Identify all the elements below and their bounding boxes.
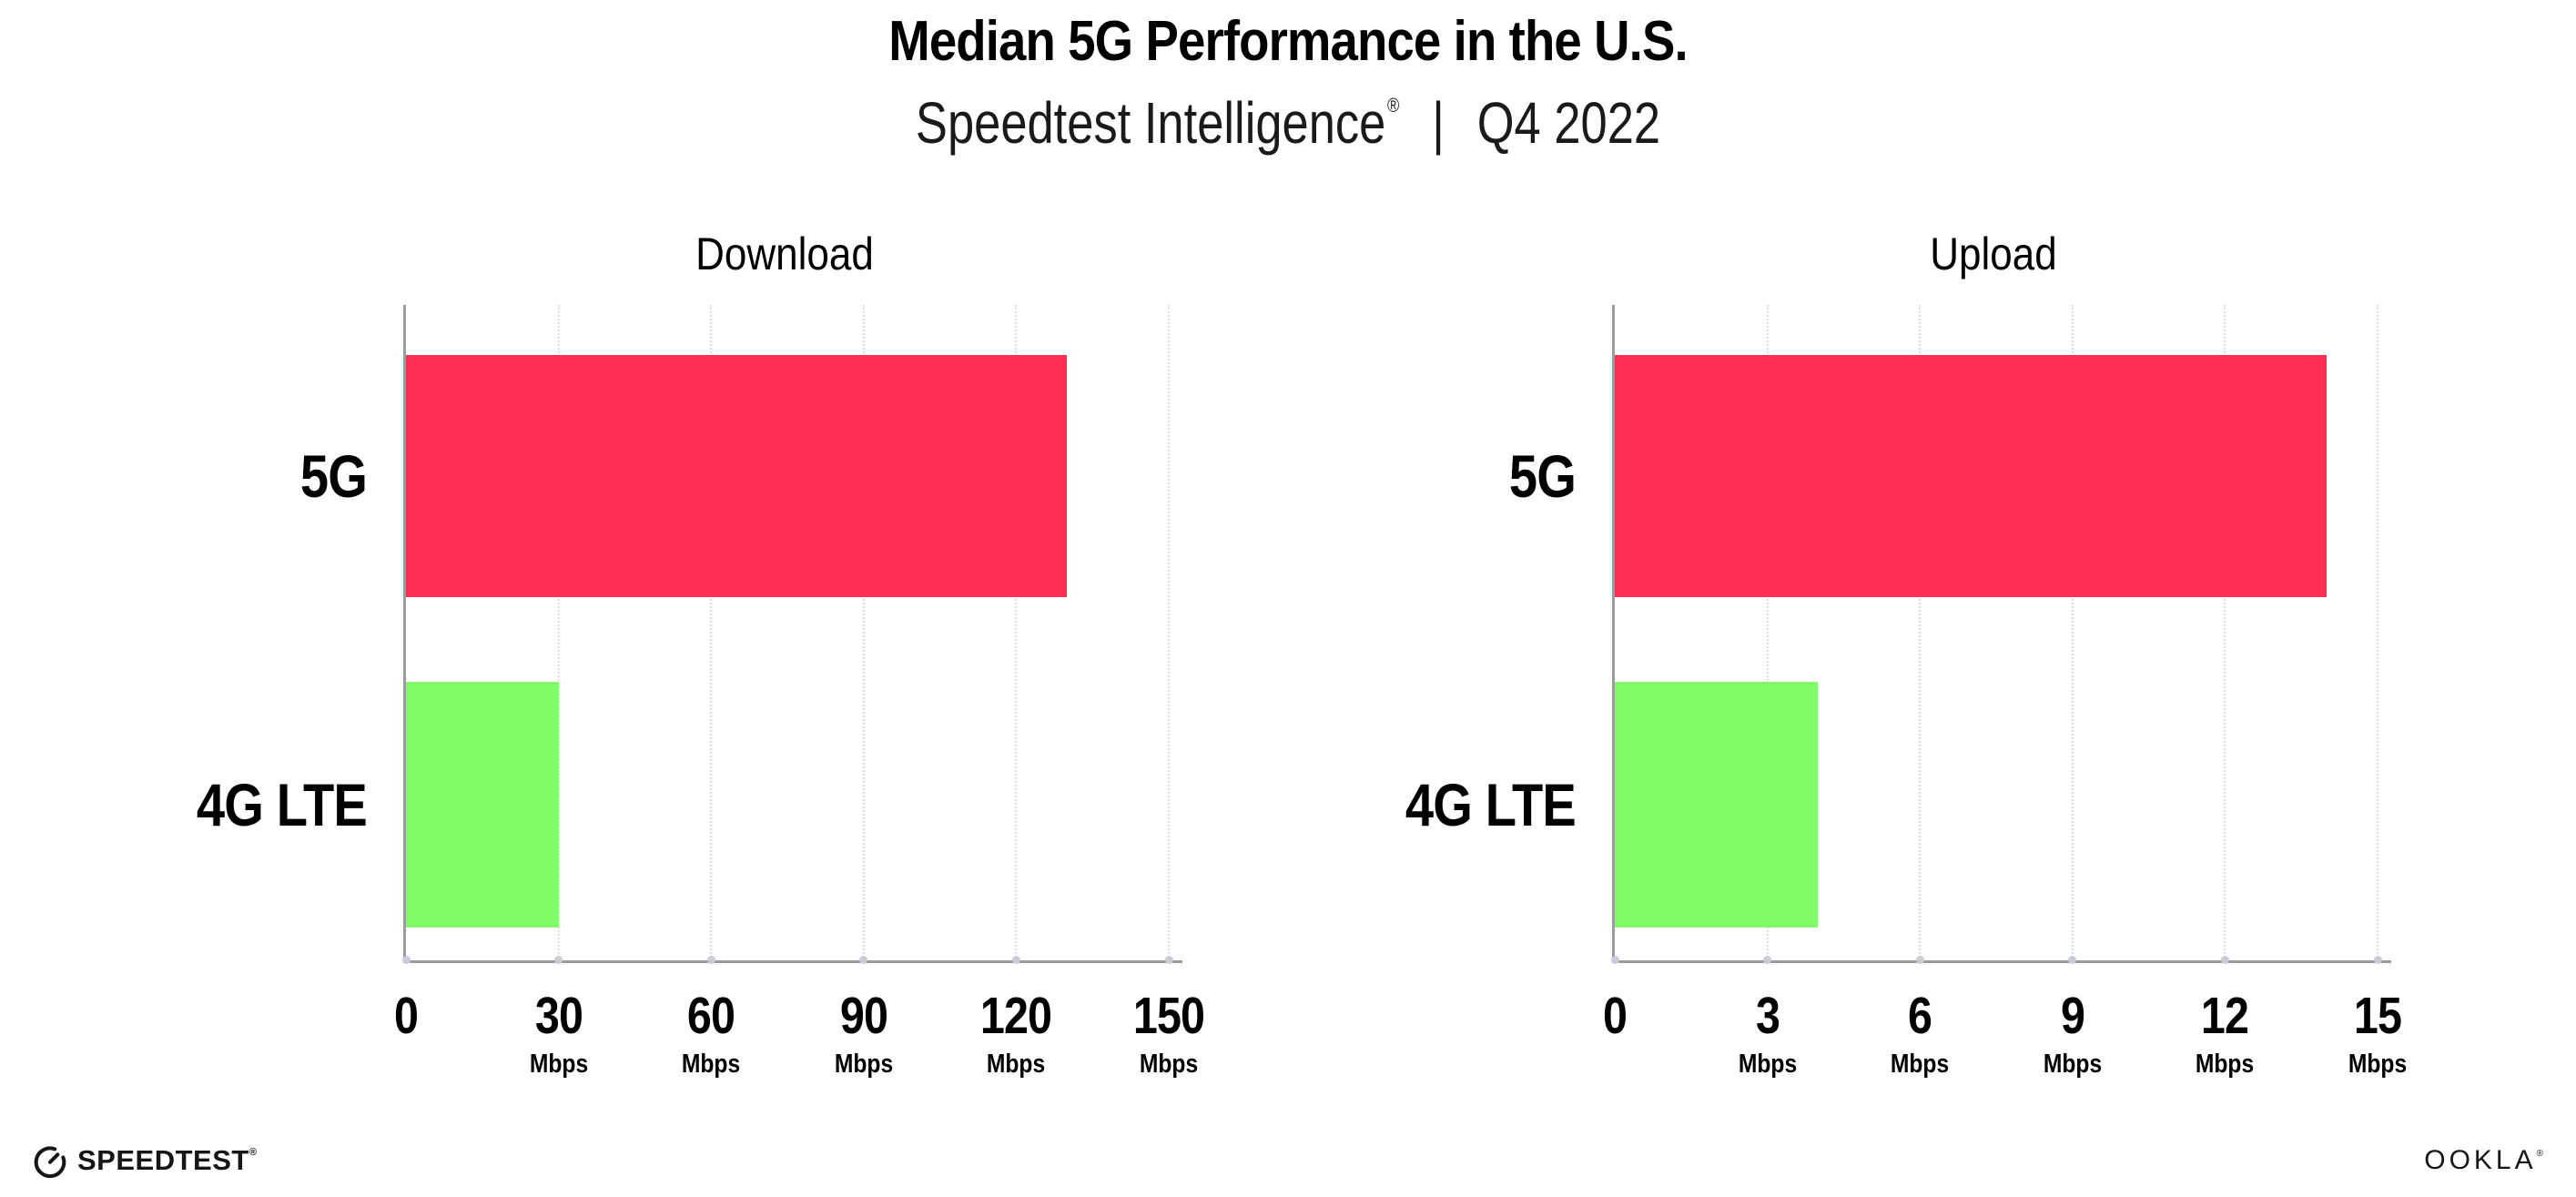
- axis-tick-dot: [2220, 956, 2229, 964]
- axis-tick-dot: [859, 956, 868, 964]
- x-tick-unit-label: Mbps: [1738, 1050, 1797, 1079]
- x-tick-unit-label: Mbps: [987, 1050, 1046, 1079]
- bar-4g-lte-upload: [1615, 682, 1819, 928]
- axis-tick-dot: [2068, 956, 2077, 964]
- x-tick-label-0-download: 0: [393, 987, 419, 1045]
- category-label-4g-lte-download: 4G LTE: [196, 771, 368, 838]
- axis-tick-dot: [554, 956, 563, 964]
- axis-tick-dot: [2373, 956, 2382, 964]
- gridline-3-upload: [1766, 305, 1769, 960]
- gridline-9-upload: [2071, 305, 2074, 960]
- axis-tick-dot: [1915, 956, 1924, 964]
- upload-chart-title: Upload: [1930, 228, 2057, 279]
- registered-trademark-icon: ®: [1386, 94, 1400, 117]
- x-tick-unit-label: Mbps: [2196, 1050, 2255, 1079]
- speedtest-logo: SPEEDTEST®: [31, 1141, 257, 1180]
- axis-tick-dot: [706, 956, 715, 964]
- speedtest-gauge-icon: [31, 1141, 69, 1180]
- subtitle-brand: Speedtest Intelligence: [915, 90, 1386, 156]
- axis-tick-dot: [401, 956, 411, 964]
- gridline-120-download: [1015, 305, 1018, 960]
- x-tick-label-12-upload: 12: [2201, 987, 2249, 1045]
- x-tick-label-30-download: 30: [534, 987, 583, 1045]
- gridline-6-upload: [1919, 305, 1922, 960]
- gridline-90-download: [862, 305, 865, 960]
- x-tick-unit-label: Mbps: [529, 1050, 588, 1079]
- download-plot-area: 0 30 Mbps 60 Mbps 90 Mbps 120 Mbps 150 Mbps 5G 4G LT…: [197, 305, 1205, 1079]
- x-tick-unit-label: Mbps: [1891, 1050, 1950, 1079]
- gridline-30-download: [557, 305, 560, 960]
- bar-5g-upload: [1615, 355, 2328, 597]
- bar-4g-lte-download: [406, 682, 559, 928]
- axis-tick-dot: [1011, 956, 1020, 964]
- speedtest-wordmark: SPEEDTEST®: [77, 1144, 258, 1176]
- x-tick-label-9-upload: 9: [2060, 987, 2085, 1045]
- gridline-15-upload: [2377, 305, 2378, 960]
- x-tick-label-120-download: 120: [980, 987, 1052, 1045]
- upload-x-axis: [1612, 960, 2391, 963]
- ookla-wordmark: OOKLA®: [2424, 1145, 2543, 1175]
- category-label-5g-upload: 5G: [1508, 442, 1577, 510]
- axis-tick-dot: [1610, 956, 1619, 964]
- x-tick-unit-label: Mbps: [2348, 1050, 2408, 1079]
- x-tick-label-3-upload: 3: [1755, 987, 1780, 1045]
- subtitle-separator: |: [1432, 90, 1445, 156]
- axis-tick-dot: [1763, 956, 1772, 964]
- gridline-60-download: [710, 305, 713, 960]
- page-title: Median 5G Performance in the U.S.: [888, 10, 1688, 73]
- x-tick-unit-label: Mbps: [682, 1050, 741, 1079]
- bar-5g-download: [406, 355, 1068, 597]
- x-tick-label-60-download: 60: [687, 987, 735, 1045]
- x-tick-label-15-upload: 15: [2353, 987, 2402, 1045]
- speedtest-registered-icon: ®: [248, 1147, 258, 1158]
- page-subtitle: Speedtest Intelligence® | Q4 2022: [232, 89, 2345, 157]
- x-tick-label-0-upload: 0: [1602, 987, 1628, 1045]
- download-chart-title: Download: [695, 228, 874, 279]
- x-tick-unit-label: Mbps: [1139, 1050, 1199, 1079]
- category-label-5g-download: 5G: [299, 442, 368, 510]
- x-tick-label-150-download: 150: [1132, 987, 1205, 1045]
- x-tick-unit-label: Mbps: [834, 1050, 893, 1079]
- x-tick-unit-label: Mbps: [2043, 1050, 2102, 1079]
- download-x-axis: [403, 960, 1182, 963]
- x-tick-label-90-download: 90: [839, 987, 888, 1045]
- upload-plot-area: 0 3 Mbps 6 Mbps 9 Mbps 12 Mbps 15 Mbps 5G 4G LTE: [1405, 305, 2407, 1079]
- axis-tick-dot: [1164, 956, 1173, 964]
- x-tick-label-6-upload: 6: [1908, 987, 1932, 1045]
- gridline-12-upload: [2224, 305, 2226, 960]
- upload-chart: Upload 0 3 Mbps 6 Mbps 9 Mbps 12 Mbps 15 Mbps 5G 4G …: [1405, 226, 2407, 1079]
- category-label-4g-lte-upload: 4G LTE: [1405, 771, 1577, 838]
- ookla-registered-icon: ®: [2536, 1149, 2543, 1159]
- gridline-150-download: [1168, 305, 1170, 960]
- subtitle-period: Q4 2022: [1476, 90, 1661, 156]
- download-chart: Download 0 30 Mbps 60 Mbps 90 Mbps 120 Mbps 150 Mb…: [197, 226, 1205, 1079]
